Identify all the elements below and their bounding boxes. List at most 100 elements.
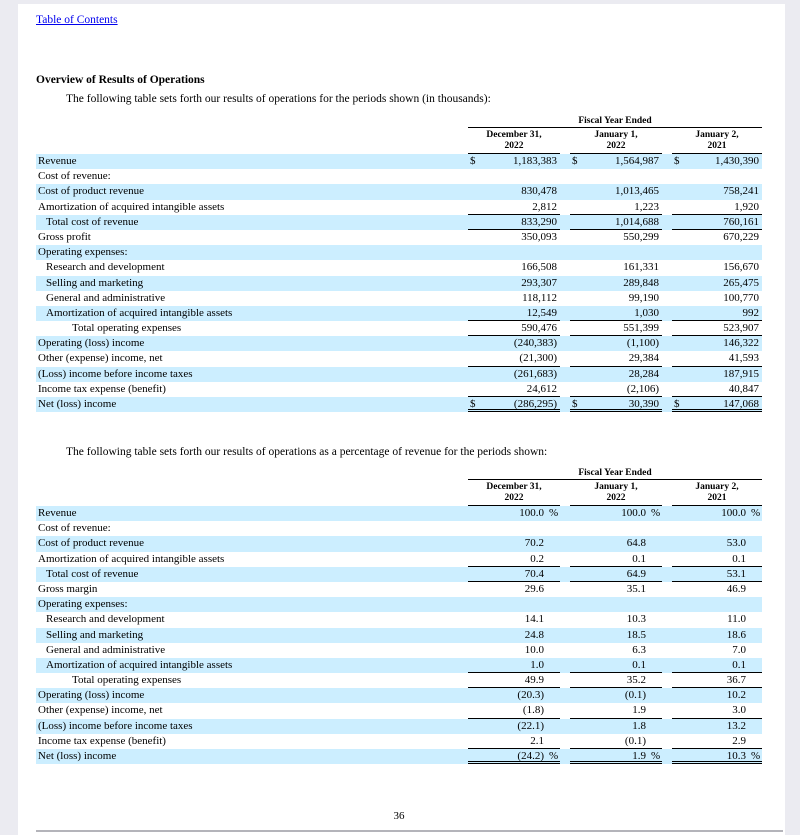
percent-sign: [649, 703, 662, 717]
row-label: General and administrative: [46, 291, 166, 304]
table-of-contents-link[interactable]: Table of Contents: [36, 14, 118, 26]
value-cell-group: 6.3: [570, 643, 662, 658]
value-cell-group: 24,612: [468, 382, 560, 397]
cell-value: 833,290: [521, 215, 557, 228]
cell-value: 1.9: [632, 704, 646, 717]
percent-sign: [547, 688, 560, 703]
row-label: Amortization of acquired intangible asse…: [38, 552, 225, 565]
dollar-sign: [468, 169, 481, 184]
value-cell-group: 293,307: [468, 276, 560, 291]
cell-value: 2.9: [732, 734, 746, 747]
percent-sign: [749, 597, 762, 612]
row-label: (Loss) income before income taxes: [38, 367, 193, 380]
value-cell-group: 7.0: [672, 643, 762, 658]
cell-value: 30,390: [628, 398, 659, 410]
value-cell-group: 0.2: [468, 552, 560, 567]
value-cell-group: [468, 169, 560, 184]
value-cell-group: $30,390: [570, 397, 662, 413]
cell-value: 14.1: [524, 613, 544, 626]
dollar-sign: [672, 597, 685, 612]
dollar-sign: [468, 643, 481, 658]
row-label: Selling and marketing: [46, 276, 144, 289]
row-label: Other (expense) income, net: [38, 704, 163, 717]
cell-value: 166,508: [521, 261, 557, 274]
dollar-sign: [672, 382, 685, 396]
dollar-sign: [570, 276, 583, 291]
value-cell-group: 29.6: [468, 582, 560, 597]
value-cell-group: 146,322: [672, 336, 762, 351]
percent-sign: [649, 536, 662, 551]
percent-sign: [749, 688, 762, 703]
percent-sign: [649, 719, 662, 734]
dollar-sign: [570, 643, 583, 658]
percent-sign: [649, 658, 662, 672]
value-cell-group: 35.1: [570, 582, 662, 597]
percent-sign: [547, 628, 560, 643]
column-header: January 1, 2022: [570, 482, 662, 506]
value-cell-group: 1.9: [570, 703, 662, 719]
dollar-sign: [672, 351, 685, 365]
cell-value: 760,161: [723, 215, 759, 228]
value-cell-group: 46.9: [672, 582, 762, 597]
cell-value: 350,093: [521, 230, 557, 243]
cell-value: [685, 521, 749, 536]
value-cell-group: 70.4: [468, 567, 560, 582]
dollar-sign: [672, 688, 685, 703]
row-label: Operating expenses:: [38, 246, 128, 259]
row-label: Selling and marketing: [46, 628, 144, 641]
dollar-sign: [672, 582, 685, 597]
dollar-sign: [570, 536, 583, 551]
percent-sign: [749, 734, 762, 748]
cell-value: 7.0: [732, 643, 746, 656]
table-row: Gross profit 350,093 550,299 670,229: [36, 230, 762, 245]
dollar-sign: [570, 734, 583, 748]
dollar-sign: [468, 230, 481, 245]
percent-sign: [649, 628, 662, 643]
percent-sign: [649, 734, 662, 748]
dollar-sign: [672, 291, 685, 306]
cell-value: 146,322: [723, 337, 759, 350]
row-label: Amortization of acquired intangible asse…: [46, 306, 233, 319]
cell-value: 523,907: [723, 322, 759, 335]
dollar-sign: [570, 567, 583, 581]
cell-value: 13.2: [726, 719, 746, 732]
percent-sign: [749, 567, 762, 581]
dollar-sign: [468, 567, 481, 581]
percent-sign: [749, 536, 762, 551]
row-label: Revenue: [38, 507, 77, 519]
cell-value: 10.2: [726, 689, 746, 702]
dollar-sign: [468, 612, 481, 627]
cell-value: 53.0: [726, 537, 746, 550]
column-header: December 31, 2022: [468, 130, 560, 154]
value-cell-group: 14.1: [468, 612, 560, 627]
dollar-sign: [570, 612, 583, 627]
cell-value: 18.5: [626, 628, 646, 641]
percent-sign: %: [751, 750, 761, 762]
percent-sign: [749, 582, 762, 597]
cell-value: 46.9: [726, 582, 746, 595]
value-cell-group: (240,383): [468, 336, 560, 351]
dollar-sign: [672, 749, 685, 761]
percent-sign: [649, 521, 662, 536]
dollar-sign: [468, 351, 481, 365]
dollar-sign: [570, 336, 583, 351]
table-row: General and administrative 10.0 6.3 7.0: [36, 643, 762, 658]
column-header: January 1, 2022: [570, 130, 662, 154]
percent-sign: [547, 658, 560, 672]
document-page: Table of Contents Overview of Results of…: [18, 4, 785, 835]
cell-value: 10.3: [626, 613, 646, 626]
cell-value: [583, 521, 649, 536]
row-label: Cost of revenue:: [38, 170, 111, 183]
cell-value: 0.1: [632, 552, 646, 565]
percent-sign: [649, 643, 662, 658]
cell-value: 35.2: [626, 674, 646, 687]
row-label: Cost of product revenue: [38, 537, 144, 550]
cell-value: (2,106): [626, 382, 659, 395]
dollar-sign: [570, 351, 583, 365]
column-header: December 31, 2022: [468, 482, 560, 506]
cell-value: (0.1): [624, 689, 646, 702]
percent-sign: [649, 552, 662, 566]
value-cell-group: 11.0: [672, 612, 762, 627]
cell-value: 1,920: [734, 200, 759, 213]
